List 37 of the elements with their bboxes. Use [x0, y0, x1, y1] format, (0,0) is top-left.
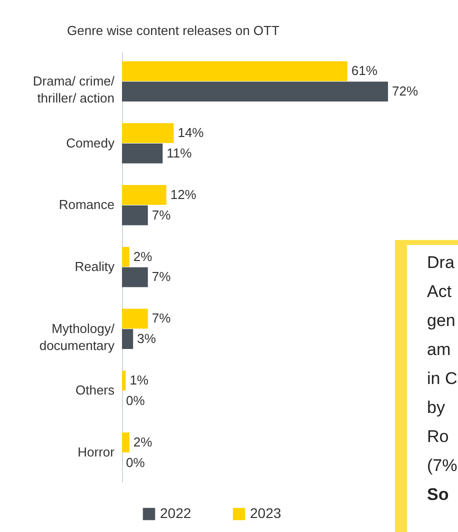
y-tick-label: Others: [75, 382, 115, 398]
data-label: 1%: [130, 372, 149, 388]
bar: [122, 267, 148, 288]
legend-label: 2022: [160, 505, 192, 521]
bar: [122, 82, 388, 102]
data-label: 12%: [170, 186, 197, 202]
bar: [122, 432, 130, 452]
y-tick-label: Horror: [78, 444, 116, 460]
data-label: 72%: [392, 84, 418, 99]
bar: [122, 308, 148, 329]
data-label: 2%: [133, 434, 153, 450]
y-tick-label: Comedy: [66, 135, 115, 150]
data-label: 61%: [351, 63, 378, 78]
data-label: 3%: [137, 331, 156, 346]
y-tick-label: Drama/ crime/ thriller/ action: [32, 73, 115, 106]
bar: [122, 61, 348, 82]
data-label: 11%: [166, 145, 192, 160]
text-box: Dra Act gen am in C by Ro (7% So: [395, 240, 458, 532]
bar: [122, 123, 174, 144]
bar: [122, 329, 134, 349]
bar: [122, 185, 166, 205]
data-label: 7%: [152, 207, 172, 222]
data-label: 14%: [178, 125, 204, 140]
bar: [122, 143, 163, 164]
bar: [122, 370, 126, 391]
data-label: 7%: [152, 269, 172, 284]
bar: [122, 205, 148, 226]
legend-label: 2023: [250, 505, 282, 521]
y-tick-label: Mythology/ documentary: [39, 320, 115, 353]
data-label: 0%: [126, 454, 146, 470]
data-label: 7%: [152, 310, 172, 326]
data-label: 0%: [126, 392, 146, 408]
chart-title: Genre wise content releases on OTT: [67, 23, 280, 38]
data-label: 2%: [133, 248, 153, 264]
bar: [122, 246, 130, 267]
y-tick-label: Reality: [74, 259, 115, 274]
y-tick-label: Romance: [58, 197, 114, 212]
